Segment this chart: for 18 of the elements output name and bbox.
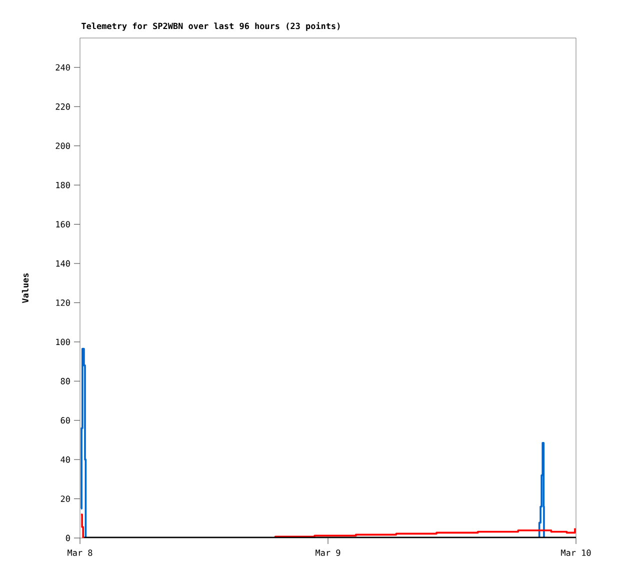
y-tick-label: 140 [56,260,70,267]
y-tick-label: 100 [56,338,70,346]
y-tick-label: 240 [56,64,70,71]
y-tick-label: 200 [56,142,70,150]
y-tick-label: 80 [60,378,70,384]
y-tick-label: 40 [60,456,70,463]
y-axis-title: Values [22,273,28,304]
y-tick-label: 180 [56,182,70,188]
y-tick-label: 20 [60,496,70,502]
y-tick-label: 60 [60,417,70,424]
chart-title: Telemetry for SP2WBN over last 96 hours (23 points) [82,22,340,31]
y-tick-label: 160 [56,221,70,228]
x-tick-label: Mar 8 [68,550,92,556]
x-tick-label: Mar 10 [561,550,591,556]
y-tick-label: 220 [56,103,70,110]
y-tick-label: 120 [56,300,70,306]
x-tick-label: Mar 9 [316,550,340,556]
y-tick-label: 0 [66,534,70,542]
